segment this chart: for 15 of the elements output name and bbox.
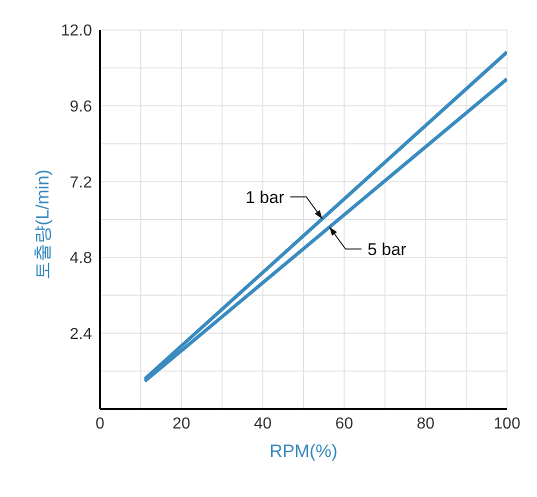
y-tick-label: 9.6: [70, 98, 92, 116]
text: 1 bar: [246, 188, 285, 207]
y-axis-title: 토출량(L/min): [32, 169, 52, 280]
x-tick-label: 100: [494, 415, 520, 432]
y-tick-label: 7.2: [70, 174, 92, 192]
y-tick-label: 12.0: [60, 22, 92, 40]
x-tick-label: 60: [335, 415, 354, 432]
x-tick-label: 20: [172, 415, 190, 432]
y-tick-label: 4.8: [70, 250, 92, 268]
x-axis-title: RPM(%): [270, 441, 338, 461]
y-tick-label: 2.4: [70, 326, 92, 343]
x-tick-label: 0: [96, 415, 105, 432]
text: 5 bar: [368, 240, 407, 260]
x-tick-label: 40: [254, 415, 272, 432]
x-tick-label: 80: [416, 415, 435, 432]
